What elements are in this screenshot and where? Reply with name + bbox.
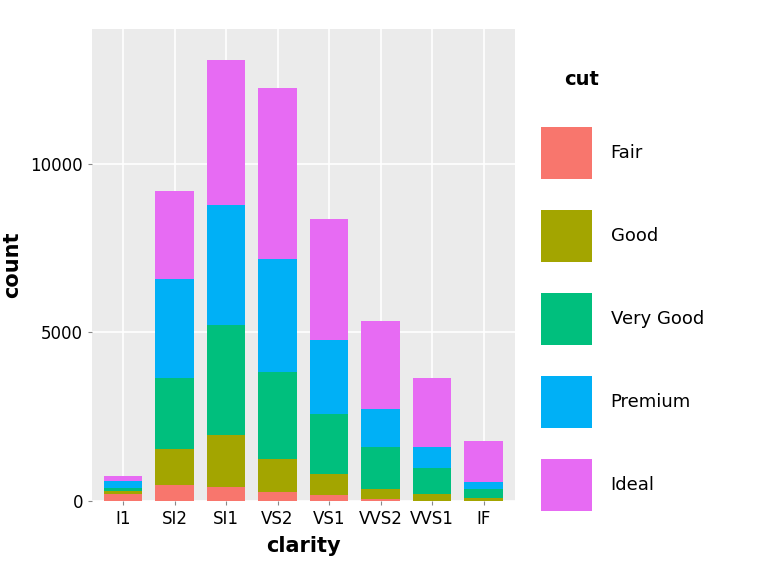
Bar	[155, 449, 194, 486]
Bar	[207, 435, 246, 487]
FancyBboxPatch shape	[541, 210, 592, 262]
FancyBboxPatch shape	[541, 376, 592, 428]
Bar	[207, 60, 246, 205]
Text: Ideal: Ideal	[611, 476, 654, 494]
Bar	[465, 490, 503, 498]
Bar	[258, 492, 297, 501]
Bar	[104, 488, 142, 491]
Bar	[361, 409, 400, 448]
Bar	[465, 498, 503, 501]
Bar	[413, 447, 452, 468]
Bar	[155, 486, 194, 501]
Bar	[413, 494, 452, 501]
Bar	[207, 487, 246, 501]
Bar	[104, 491, 142, 494]
Text: Premium: Premium	[611, 393, 690, 411]
FancyBboxPatch shape	[541, 127, 592, 179]
Bar	[310, 414, 349, 473]
Y-axis label: count: count	[2, 232, 22, 298]
Bar	[258, 459, 297, 492]
Bar	[155, 191, 194, 279]
Bar	[413, 378, 452, 447]
Text: Very Good: Very Good	[611, 310, 703, 328]
Bar	[310, 495, 349, 501]
Bar	[310, 218, 349, 340]
Bar	[413, 468, 452, 494]
Bar	[155, 279, 194, 378]
Bar	[104, 476, 142, 481]
Bar	[258, 88, 297, 259]
Bar	[465, 482, 503, 490]
Bar	[104, 494, 142, 501]
Bar	[207, 325, 246, 435]
Bar	[361, 489, 400, 499]
Bar	[361, 321, 400, 409]
Bar	[258, 372, 297, 459]
Bar	[207, 205, 246, 325]
Bar	[310, 473, 349, 495]
Bar	[155, 378, 194, 449]
Bar	[465, 441, 503, 482]
Text: Fair: Fair	[611, 144, 643, 162]
Bar	[258, 259, 297, 372]
FancyBboxPatch shape	[541, 293, 592, 345]
Bar	[310, 340, 349, 414]
FancyBboxPatch shape	[541, 459, 592, 511]
Bar	[361, 499, 400, 501]
Bar	[361, 448, 400, 489]
Text: cut: cut	[564, 70, 599, 89]
Text: Good: Good	[611, 227, 658, 245]
X-axis label: clarity: clarity	[266, 536, 341, 556]
Bar	[104, 481, 142, 488]
